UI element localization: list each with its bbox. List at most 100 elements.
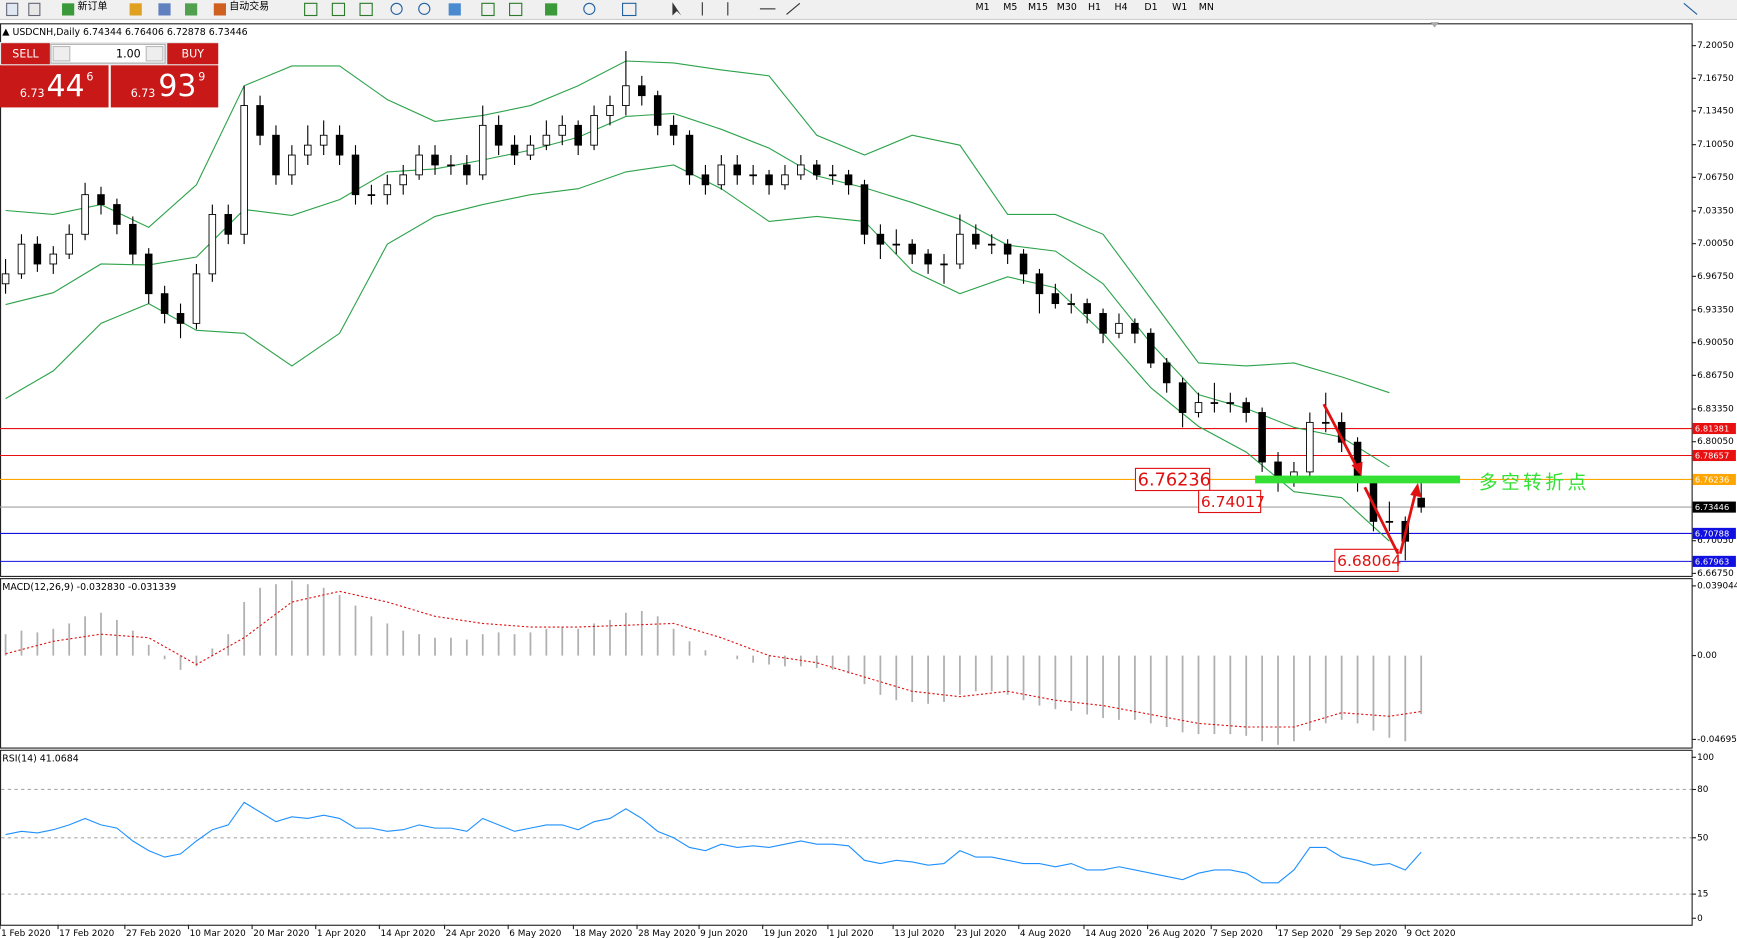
icon[interactable] <box>481 2 495 17</box>
open: 6.74344 <box>83 27 122 38</box>
icon[interactable] <box>509 2 523 17</box>
candle-body <box>1417 497 1425 508</box>
y-tick-label: 6.80050 <box>1697 437 1734 447</box>
lot-down[interactable] <box>52 45 71 62</box>
icon[interactable] <box>184 3 198 16</box>
candle-body <box>812 164 821 176</box>
macd-title: MACD(12,26,9) -0.032830 -0.031339 <box>2 581 176 592</box>
icon[interactable] <box>583 2 596 15</box>
candle-body <box>1258 412 1266 463</box>
arrow <box>1322 403 1360 471</box>
ask-point[interactable]: 9 <box>198 71 205 84</box>
candle-body <box>208 214 217 275</box>
candle-body <box>1 273 10 285</box>
y-tick-label: 7.00050 <box>1697 239 1734 249</box>
x-tick-label: 14 Apr 2020 <box>380 929 435 938</box>
bollinger-upper <box>5 60 1390 394</box>
x-tick-label: 23 Jul 2020 <box>956 929 1007 938</box>
arrowhead <box>1410 482 1422 498</box>
candle-body <box>1210 402 1219 404</box>
auto-trading[interactable]: 自动交易 <box>229 0 269 13</box>
chart-title: ▲ USDCNH,Daily 6.74344 6.76406 6.72878 6… <box>2 27 247 38</box>
candle-body <box>319 134 328 146</box>
bid-big[interactable]: 6.73 <box>20 87 45 100</box>
timeframe[interactable]: H4 <box>1115 2 1128 13</box>
icon[interactable] <box>622 2 637 17</box>
candle-body <box>876 233 885 245</box>
icon[interactable] <box>331 2 346 17</box>
candle-body <box>1131 322 1139 334</box>
candle-body <box>1115 322 1123 334</box>
y-tick-label: 100 <box>1697 753 1714 763</box>
icon[interactable] <box>213 3 226 16</box>
timeframe[interactable]: M5 <box>1003 2 1017 13</box>
buy-button[interactable] <box>167 43 219 65</box>
x-tick-label: 27 Feb 2020 <box>126 929 182 938</box>
price-label: 6.76236 <box>1138 471 1211 491</box>
bollinger-middle <box>5 112 1390 468</box>
candle-body <box>1035 273 1044 295</box>
y-tick-label: 7.16750 <box>1697 74 1734 84</box>
new-order[interactable]: 新订单 <box>78 0 108 13</box>
candle-body <box>1067 303 1076 305</box>
candle-body <box>144 253 153 295</box>
icon[interactable] <box>129 3 142 16</box>
candle-body <box>65 233 73 255</box>
icon[interactable] <box>158 3 171 16</box>
sell-button[interactable] <box>1 43 50 65</box>
icon[interactable] <box>390 2 403 15</box>
level-label-bg <box>1692 422 1736 435</box>
candle-body <box>224 214 233 235</box>
candle-body <box>797 164 805 176</box>
icon[interactable] <box>304 2 318 17</box>
x-tick-label: 14 Aug 2020 <box>1085 929 1142 938</box>
shift-marker <box>1430 22 1440 28</box>
candle-body <box>272 134 280 176</box>
candle-body <box>526 144 535 156</box>
icon[interactable] <box>418 2 431 15</box>
candle-body <box>192 273 201 324</box>
icon[interactable] <box>62 3 75 16</box>
ask-pips[interactable]: 93 <box>158 69 196 104</box>
level-label-bg <box>1692 449 1736 462</box>
icon[interactable] <box>448 3 461 16</box>
icon[interactable] <box>1683 2 1698 15</box>
price-label-box <box>1334 548 1399 573</box>
toolbar-icons <box>6 2 1698 17</box>
candle-body <box>33 243 42 265</box>
price-label: 6.74017 <box>1201 493 1265 511</box>
bid-pips[interactable]: 44 <box>47 69 85 104</box>
candle-body <box>908 243 916 255</box>
icon[interactable] <box>786 2 801 15</box>
lot-value[interactable]: 1.00 <box>116 47 141 60</box>
low: 6.72878 <box>167 27 206 38</box>
candle-body <box>717 164 726 186</box>
ask-big[interactable]: 6.73 <box>131 87 156 100</box>
sell-label[interactable]: SELL <box>12 47 39 60</box>
ask-box[interactable] <box>110 65 219 108</box>
candle-body <box>240 105 248 235</box>
timeframe[interactable]: MN <box>1199 2 1214 13</box>
candle-body <box>1321 421 1330 424</box>
level-label-bg <box>1692 527 1736 539</box>
timeframe[interactable]: M1 <box>976 2 990 13</box>
timeframe[interactable]: H1 <box>1088 2 1101 13</box>
rsi-name: RSI(14) <box>2 753 37 764</box>
timeframe[interactable]: D1 <box>1144 2 1157 13</box>
buy-label[interactable]: BUY <box>182 47 205 60</box>
icon[interactable] <box>545 3 558 16</box>
y-tick-label: 15 <box>1697 890 1708 900</box>
icon[interactable] <box>359 2 373 17</box>
candle-body <box>828 174 837 177</box>
bid-point[interactable]: 6 <box>86 71 93 84</box>
bid-box[interactable] <box>0 65 109 108</box>
timeframe[interactable]: M30 <box>1057 2 1077 13</box>
candle-body <box>463 164 471 176</box>
lot-up[interactable] <box>145 45 164 62</box>
lot-field[interactable] <box>50 43 166 64</box>
candle-body <box>367 194 376 196</box>
timeframe[interactable]: W1 <box>1172 2 1187 13</box>
timeframe[interactable]: M15 <box>1028 2 1048 13</box>
x-tick-label: 24 Apr 2020 <box>446 929 501 938</box>
turning-bar <box>1255 475 1461 484</box>
